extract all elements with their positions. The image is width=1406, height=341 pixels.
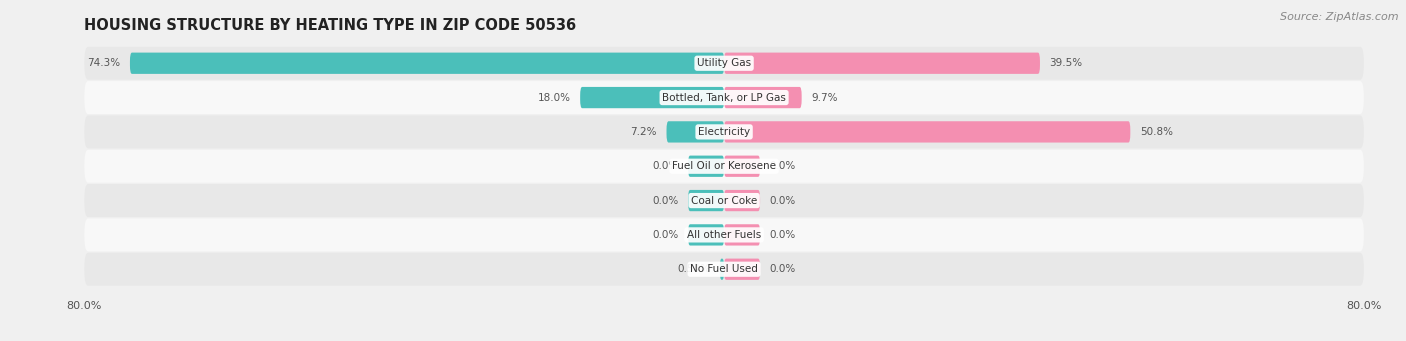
Text: 74.3%: 74.3% — [87, 58, 121, 68]
Text: Utility Gas: Utility Gas — [697, 58, 751, 68]
FancyBboxPatch shape — [84, 81, 1364, 114]
FancyBboxPatch shape — [84, 184, 1364, 217]
Text: 39.5%: 39.5% — [1049, 58, 1083, 68]
Text: Fuel Oil or Kerosene: Fuel Oil or Kerosene — [672, 161, 776, 171]
FancyBboxPatch shape — [688, 190, 724, 211]
Text: No Fuel Used: No Fuel Used — [690, 264, 758, 274]
FancyBboxPatch shape — [688, 224, 724, 246]
FancyBboxPatch shape — [724, 155, 761, 177]
Text: Electricity: Electricity — [697, 127, 751, 137]
FancyBboxPatch shape — [84, 47, 1364, 80]
FancyBboxPatch shape — [720, 258, 724, 280]
Text: HOUSING STRUCTURE BY HEATING TYPE IN ZIP CODE 50536: HOUSING STRUCTURE BY HEATING TYPE IN ZIP… — [84, 18, 576, 33]
FancyBboxPatch shape — [724, 224, 761, 246]
Text: 9.7%: 9.7% — [811, 92, 838, 103]
FancyBboxPatch shape — [581, 87, 724, 108]
Text: Bottled, Tank, or LP Gas: Bottled, Tank, or LP Gas — [662, 92, 786, 103]
FancyBboxPatch shape — [84, 219, 1364, 251]
Text: 0.0%: 0.0% — [769, 196, 796, 206]
Text: 18.0%: 18.0% — [537, 92, 571, 103]
FancyBboxPatch shape — [84, 253, 1364, 286]
Text: Coal or Coke: Coal or Coke — [690, 196, 758, 206]
FancyBboxPatch shape — [724, 190, 761, 211]
Text: 0.0%: 0.0% — [769, 161, 796, 171]
FancyBboxPatch shape — [724, 53, 1040, 74]
FancyBboxPatch shape — [84, 150, 1364, 183]
Text: 0.0%: 0.0% — [769, 230, 796, 240]
Text: 50.8%: 50.8% — [1140, 127, 1173, 137]
Text: 0.0%: 0.0% — [652, 161, 679, 171]
FancyBboxPatch shape — [84, 115, 1364, 148]
FancyBboxPatch shape — [724, 121, 1130, 143]
FancyBboxPatch shape — [688, 155, 724, 177]
Text: 0.0%: 0.0% — [652, 196, 679, 206]
FancyBboxPatch shape — [129, 53, 724, 74]
FancyBboxPatch shape — [666, 121, 724, 143]
Text: 0.0%: 0.0% — [652, 230, 679, 240]
Text: Source: ZipAtlas.com: Source: ZipAtlas.com — [1281, 12, 1399, 22]
Text: 0.54%: 0.54% — [678, 264, 710, 274]
FancyBboxPatch shape — [724, 258, 761, 280]
Text: 0.0%: 0.0% — [769, 264, 796, 274]
Text: All other Fuels: All other Fuels — [688, 230, 761, 240]
Text: 7.2%: 7.2% — [630, 127, 657, 137]
FancyBboxPatch shape — [724, 87, 801, 108]
